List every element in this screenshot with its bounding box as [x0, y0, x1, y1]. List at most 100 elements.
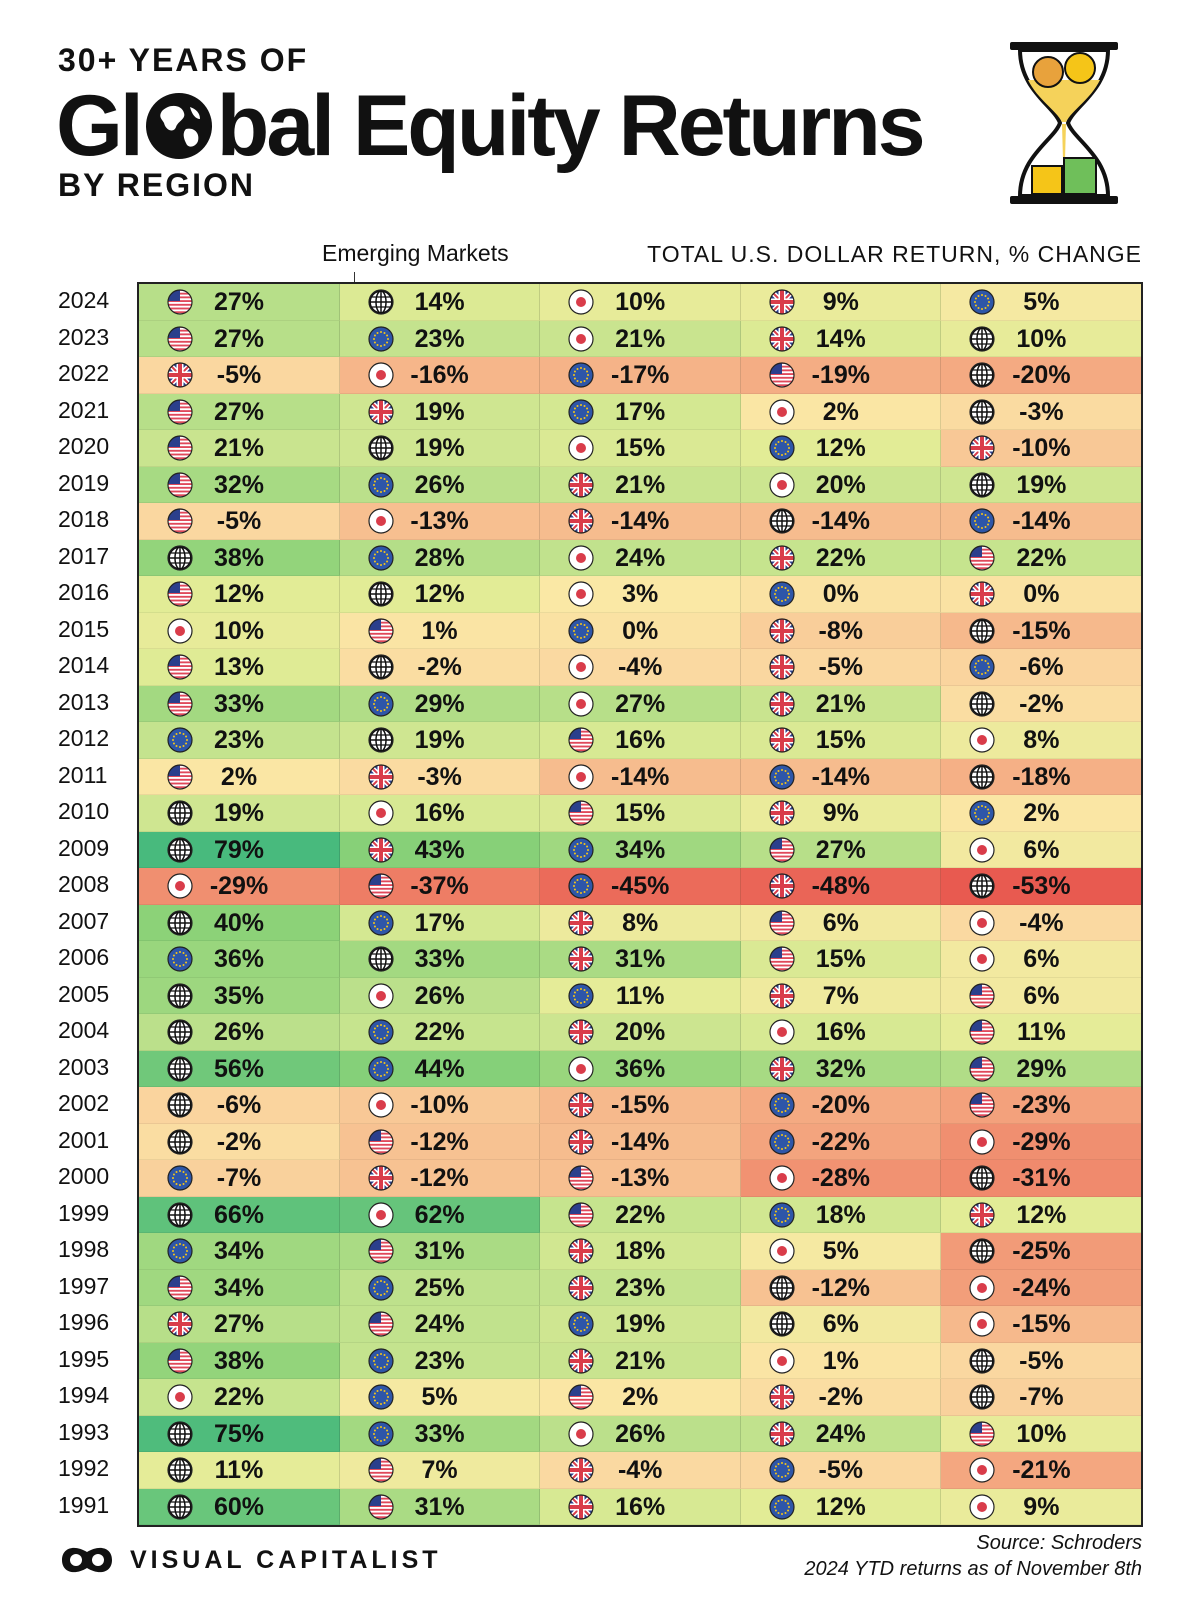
return-value: 36%: [615, 1054, 666, 1083]
return-cell-em: 60%: [139, 1488, 340, 1525]
uk-flag-icon: [769, 544, 795, 571]
japan-flag-icon: [568, 654, 594, 680]
return-cell-jp: -29%: [139, 868, 340, 905]
return-value: 43%: [414, 835, 465, 864]
return-cell-jp: 27%: [540, 685, 741, 722]
return-cell-eu: -5%: [740, 1452, 942, 1489]
return-cell-us: -12%: [339, 1123, 541, 1160]
us-flag-icon: [969, 1055, 995, 1082]
eu-flag-icon: [167, 1165, 193, 1191]
return-cell-us: 15%: [540, 795, 741, 832]
return-value: -14%: [611, 1127, 670, 1156]
return-value: 31%: [414, 1492, 465, 1521]
return-value: 2%: [822, 397, 859, 426]
eu-flag-icon: [367, 1347, 394, 1374]
eu-flag-icon: [568, 362, 594, 388]
return-cell-jp: -15%: [941, 1306, 1141, 1343]
eu-flag-icon: [769, 763, 795, 790]
year-label: 2008: [58, 871, 110, 897]
return-cell-us: 29%: [941, 1050, 1141, 1087]
return-value: -15%: [1012, 616, 1071, 645]
return-cell-uk: -4%: [540, 1452, 741, 1489]
uk-flag-icon: [568, 1092, 594, 1118]
return-cell-eu: 25%: [339, 1269, 541, 1306]
japan-flag-icon: [568, 1055, 594, 1082]
emerging-markets-globe-icon: [969, 1165, 995, 1191]
japan-flag-icon: [568, 544, 594, 571]
return-value: 15%: [815, 945, 866, 973]
return-cell-eu: -7%: [139, 1160, 340, 1197]
return-value: 14%: [414, 288, 465, 316]
return-value: 21%: [213, 434, 265, 462]
return-cell-us: 31%: [339, 1488, 541, 1525]
japan-flag-icon: [568, 581, 594, 607]
return-cell-us: 10%: [941, 1415, 1141, 1452]
uk-flag-icon: [568, 1347, 594, 1374]
return-cell-uk: -3%: [339, 758, 541, 795]
return-value: 9%: [1023, 1492, 1060, 1521]
us-flag-icon: [969, 544, 995, 571]
return-cell-em: -25%: [941, 1233, 1141, 1270]
return-cell-jp: -13%: [339, 503, 541, 540]
uk-flag-icon: [568, 508, 594, 534]
return-value: 11%: [615, 981, 665, 1010]
title-part-2: bal Equity Returns: [216, 78, 926, 174]
return-value: 24%: [815, 1419, 866, 1448]
return-value: 26%: [414, 470, 465, 499]
uk-flag-icon: [367, 836, 394, 863]
return-value: 56%: [213, 1054, 265, 1083]
return-value: 33%: [414, 945, 465, 973]
year-label: 2005: [58, 980, 110, 1007]
return-value: 33%: [213, 689, 265, 718]
return-value: -20%: [811, 1091, 870, 1119]
return-value: 24%: [615, 543, 666, 572]
emerging-markets-globe-icon: [167, 1128, 193, 1155]
return-value: 27%: [815, 835, 866, 864]
return-cell-us: 24%: [339, 1306, 541, 1343]
us-flag-icon: [969, 1420, 995, 1447]
return-value: 21%: [815, 689, 866, 718]
year-label: 2007: [58, 907, 110, 934]
return-value: 6%: [1023, 835, 1060, 864]
us-flag-icon: [769, 836, 795, 863]
japan-flag-icon: [769, 1347, 795, 1374]
uk-flag-icon: [568, 1493, 594, 1520]
uk-flag-icon: [568, 471, 594, 498]
year-label: 1993: [58, 1418, 110, 1445]
return-cell-jp: 1%: [740, 1342, 942, 1379]
returns-table: 27% 14% 10% 9% 5% 27% 23% 21% 14% 10% -5% -16% -17% -…: [137, 282, 1143, 1527]
return-cell-em: 38%: [139, 539, 340, 576]
us-flag-icon: [769, 946, 795, 972]
table-row: 10% 1% 0% -8% -15%: [139, 612, 1141, 649]
us-flag-icon: [167, 435, 193, 461]
uk-flag-icon: [568, 1019, 594, 1045]
eu-flag-icon: [367, 909, 394, 936]
return-value: 15%: [815, 726, 866, 754]
japan-flag-icon: [568, 763, 594, 790]
return-cell-em: 12%: [339, 576, 541, 613]
return-value: 18%: [815, 1200, 866, 1229]
eu-flag-icon: [769, 1493, 795, 1520]
japan-flag-icon: [167, 873, 193, 899]
return-cell-eu: 18%: [740, 1196, 942, 1233]
japan-flag-icon: [568, 690, 594, 717]
emerging-markets-globe-icon: [969, 873, 995, 899]
return-cell-us: 27%: [139, 320, 340, 357]
emerging-markets-globe-icon: [167, 836, 193, 863]
return-value: 2%: [1023, 799, 1060, 827]
table-row: 35% 26% 11% 7% 6%: [139, 977, 1141, 1014]
return-value: 38%: [213, 543, 265, 572]
return-value: -53%: [1012, 872, 1071, 900]
us-flag-icon: [367, 1128, 394, 1155]
return-cell-us: 22%: [941, 539, 1141, 576]
table-row: -5% -16% -17% -19% -20%: [139, 357, 1141, 394]
return-value: 3%: [622, 580, 659, 608]
return-value: 23%: [414, 1346, 465, 1375]
return-value: 29%: [1016, 1054, 1067, 1083]
emerging-markets-globe-icon: [167, 1092, 193, 1118]
return-cell-jp: 6%: [941, 941, 1141, 978]
return-cell-em: 35%: [139, 977, 340, 1014]
japan-flag-icon: [969, 1128, 995, 1155]
table-row: 40% 17% 8% 6% -4%: [139, 904, 1141, 941]
return-cell-us: 6%: [740, 904, 942, 941]
